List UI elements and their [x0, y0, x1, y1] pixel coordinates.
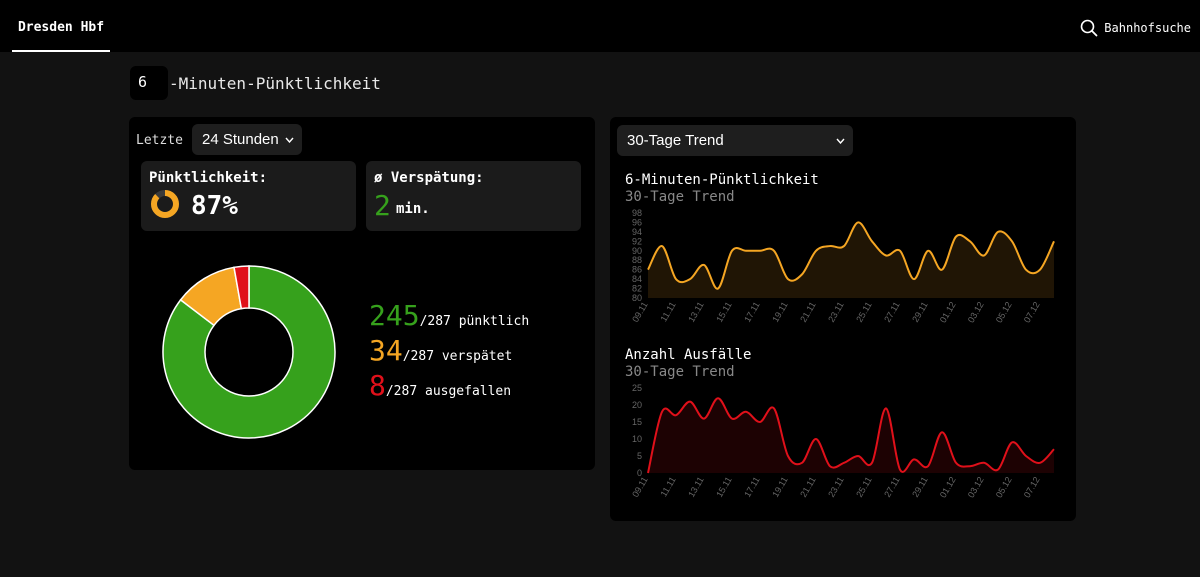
- x-tick-label: 25.11: [854, 300, 874, 324]
- series-line: [647, 397, 1055, 474]
- punctuality-stat: Pünktlichkeit: 87%: [141, 161, 356, 231]
- delayed-text: /287 verspätet: [402, 349, 513, 364]
- y-tick-label: 0: [637, 468, 642, 478]
- y-tick-label: 96: [632, 217, 642, 227]
- y-tick-label: 92: [632, 236, 642, 246]
- chevron-down-icon: [836, 138, 845, 144]
- y-tick-label: 94: [632, 227, 642, 237]
- series-area: [648, 222, 1054, 298]
- page-title: 6 -Minuten-Pünktlichkeit: [130, 66, 381, 100]
- y-tick-label: 86: [632, 265, 642, 275]
- station-search-link[interactable]: Bahnhofsuche: [1080, 19, 1191, 37]
- donut-slice-0: [162, 265, 336, 439]
- trend-select-value: 30-Tage Trend: [627, 132, 724, 149]
- summary-card: Letzte 24 Stunden Pünktlichkeit: 87% ø V…: [129, 117, 595, 470]
- delayed-count: 34: [369, 334, 403, 367]
- legend-cancelled: 8 /287 ausgefallen: [369, 369, 511, 402]
- x-tick-label: 07.12: [1022, 475, 1042, 500]
- x-tick-label: 01.12: [938, 300, 958, 325]
- x-tick-label: 05.12: [994, 300, 1014, 325]
- x-tick-label: 23.11: [826, 300, 846, 324]
- y-tick-label: 80: [632, 293, 642, 303]
- punctuality-value: 87%: [191, 191, 238, 221]
- x-tick-label: 17.11: [742, 475, 762, 499]
- y-tick-label: 20: [632, 400, 642, 410]
- x-tick-label: 03.12: [966, 475, 986, 500]
- delay-unit: min.: [396, 201, 430, 217]
- x-tick-label: 25.11: [854, 475, 874, 499]
- x-tick-label: 27.11: [882, 300, 902, 324]
- legend-delayed: 34 /287 verspätet: [369, 334, 512, 367]
- cancelled-text: /287 ausgefallen: [385, 384, 512, 399]
- cancellations-trend-chart: 25 20 15 10 5 009.11 11.11 13.11 15.11 17.11 19.11…: [630, 383, 1055, 500]
- delay-value: 2: [374, 189, 391, 222]
- breakdown-donut-chart: [162, 265, 336, 439]
- trend-select[interactable]: 30-Tage Trend: [617, 125, 853, 156]
- x-tick-label: 27.11: [882, 475, 902, 499]
- chevron-down-icon: [285, 137, 294, 143]
- tab-station[interactable]: Dresden Hbf: [12, 0, 110, 52]
- y-tick-label: 15: [632, 417, 642, 427]
- x-tick-label: 03.12: [966, 300, 986, 325]
- x-tick-label: 09.11: [630, 475, 650, 499]
- legend-ontime: 245 /287 pünktlich: [369, 299, 529, 332]
- x-tick-label: 29.11: [910, 475, 930, 499]
- x-tick-label: 19.11: [770, 300, 790, 324]
- page-title-text: -Minuten-Pünktlichkeit: [169, 73, 381, 93]
- x-tick-label: 29.11: [910, 300, 930, 324]
- x-tick-label: 19.11: [770, 475, 790, 499]
- chart2-subtitle: 30-Tage Trend: [625, 364, 735, 380]
- x-tick-label: 21.11: [798, 300, 818, 324]
- search-icon: [1080, 19, 1098, 37]
- y-tick-label: 5: [637, 451, 642, 461]
- x-tick-label: 07.12: [1022, 300, 1042, 325]
- y-tick-label: 90: [632, 246, 642, 256]
- x-tick-label: 11.11: [658, 475, 677, 498]
- x-tick-label: 15.11: [714, 300, 734, 324]
- trend-card: 30-Tage Trend 6-Minuten-Pünktlichkeit 30…: [610, 117, 1076, 521]
- y-tick-label: 84: [632, 274, 642, 284]
- x-tick-label: 01.12: [938, 475, 958, 500]
- series-area: [648, 398, 1054, 473]
- top-navigation: Dresden Hbf Bahnhofsuche: [0, 0, 1200, 52]
- x-tick-label: 11.11: [658, 300, 677, 323]
- x-tick-label: 05.12: [994, 475, 1014, 500]
- delay-label: ø Verspätung:: [374, 170, 484, 186]
- ontime-count: 245: [369, 299, 420, 332]
- y-tick-label: 10: [632, 434, 642, 444]
- period-label: Letzte: [136, 133, 183, 148]
- ontime-text: /287 pünktlich: [419, 314, 530, 329]
- chart1-subtitle: 30-Tage Trend: [625, 189, 735, 205]
- y-tick-label: 88: [632, 255, 642, 265]
- period-select[interactable]: 24 Stunden: [192, 124, 302, 155]
- period-select-value: 24 Stunden: [202, 131, 279, 148]
- y-tick-label: 82: [632, 284, 642, 294]
- x-tick-label: 13.11: [686, 475, 706, 499]
- x-tick-label: 15.11: [714, 475, 734, 499]
- series-line: [647, 221, 1055, 290]
- punctuality-mini-donut: [151, 190, 179, 218]
- x-tick-label: 23.11: [826, 475, 846, 499]
- chart2-title: Anzahl Ausfälle: [625, 347, 752, 363]
- chart1-title: 6-Minuten-Pünktlichkeit: [625, 172, 819, 188]
- cancelled-count: 8: [369, 369, 386, 402]
- search-label: Bahnhofsuche: [1104, 21, 1191, 35]
- y-tick-label: 98: [632, 208, 642, 218]
- minutes-input[interactable]: 6: [130, 66, 168, 100]
- y-tick-label: 25: [632, 383, 642, 393]
- punctuality-label: Pünktlichkeit:: [149, 170, 268, 186]
- x-tick-label: 09.11: [630, 300, 650, 324]
- x-tick-label: 21.11: [798, 475, 818, 499]
- delay-stat: ø Verspätung: 2 min.: [366, 161, 581, 231]
- donut-slice-2: [233, 265, 250, 310]
- x-tick-label: 17.11: [742, 300, 762, 324]
- x-tick-label: 13.11: [686, 300, 706, 324]
